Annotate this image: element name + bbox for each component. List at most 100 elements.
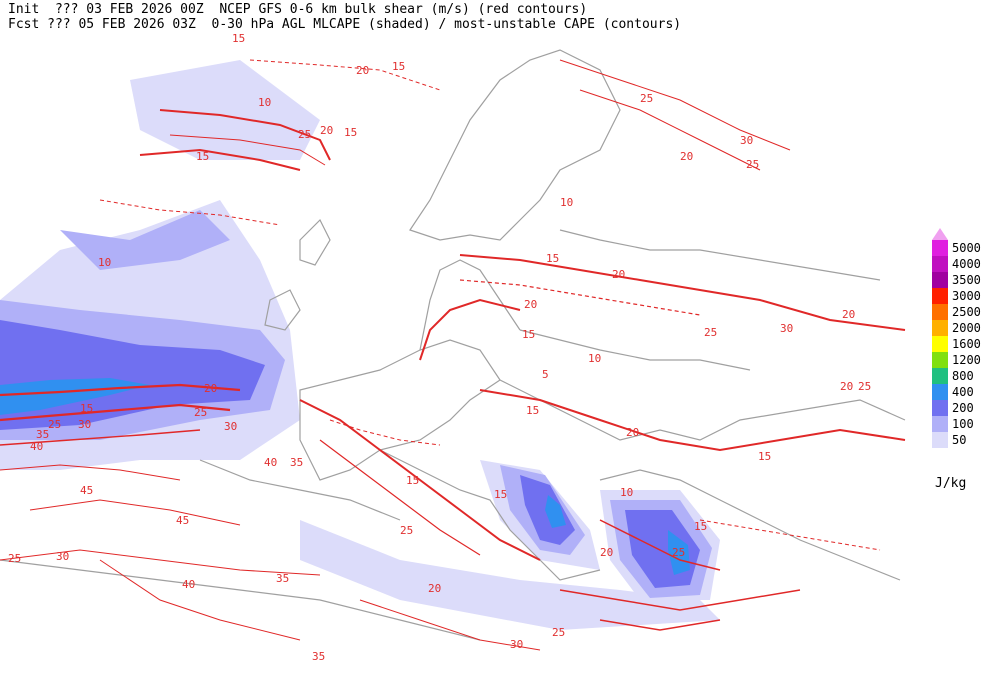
contour-label: 15 bbox=[546, 252, 559, 265]
contour-label: 35 bbox=[36, 428, 49, 441]
cape-area-light bbox=[300, 520, 720, 630]
legend-item: 800 bbox=[928, 368, 998, 384]
contour-label: 15 bbox=[522, 328, 535, 341]
legend-swatch bbox=[932, 400, 948, 416]
legend-item: 2000 bbox=[928, 320, 998, 336]
map-domain bbox=[0, 38, 910, 640]
header-line-forecast: Fcst ??? 05 FEB 2026 03Z 0-30 hPa AGL ML… bbox=[8, 17, 682, 32]
contour-label: 30 bbox=[56, 550, 69, 563]
contour-label: 20 bbox=[600, 546, 613, 559]
coastlines bbox=[0, 49, 906, 641]
contour-label: 25 bbox=[704, 326, 717, 339]
contour-labels: 15 20 15 10 25 20 15 25 20 30 25 20 15 1… bbox=[8, 32, 871, 663]
legend-swatch bbox=[932, 352, 948, 368]
legend-label: 2000 bbox=[952, 321, 981, 335]
legend-label: 50 bbox=[952, 433, 967, 447]
legend-swatch bbox=[932, 416, 948, 432]
contour-label: 10 bbox=[588, 352, 601, 365]
contour-label: 15 bbox=[80, 402, 93, 415]
contour-label: 15 bbox=[758, 450, 771, 463]
contour-label: 20 bbox=[840, 380, 853, 393]
contour-label: 40 bbox=[182, 578, 195, 591]
contour-label: 20 bbox=[626, 426, 639, 439]
legend-item: 400 bbox=[928, 384, 998, 400]
contour-label: 30 bbox=[224, 420, 237, 433]
legend-label: 1200 bbox=[952, 353, 981, 367]
contour-label: 45 bbox=[80, 484, 93, 497]
contour-label: 25 bbox=[640, 92, 653, 105]
shear-contours bbox=[0, 59, 906, 651]
legend-label: 4000 bbox=[952, 257, 981, 271]
contour-label: 25 bbox=[298, 128, 311, 141]
contour-label: 20 bbox=[320, 124, 333, 137]
legend-label: 3500 bbox=[952, 273, 981, 287]
legend-swatch bbox=[932, 240, 948, 256]
legend-item: 3500 bbox=[928, 272, 998, 288]
contour-label: 10 bbox=[560, 196, 573, 209]
legend-swatch bbox=[932, 336, 948, 352]
contour-label: 20 bbox=[680, 150, 693, 163]
contour-label: 20 bbox=[612, 268, 625, 281]
legend-item: 1600 bbox=[928, 336, 998, 352]
legend-label: 400 bbox=[952, 385, 974, 399]
contour-label: 25 bbox=[552, 626, 565, 639]
legend-swatch bbox=[932, 320, 948, 336]
contour-label: 40 bbox=[30, 440, 43, 453]
legend-item: 100 bbox=[928, 416, 998, 432]
cape-shading bbox=[0, 60, 720, 630]
legend-swatch bbox=[932, 272, 948, 288]
contour-label: 20 bbox=[428, 582, 441, 595]
legend-item: 200 bbox=[928, 400, 998, 416]
cape-area-core bbox=[545, 495, 566, 528]
contour-label: 20 bbox=[356, 64, 369, 77]
contour-label: 45 bbox=[176, 514, 189, 527]
contour-label: 20 bbox=[842, 308, 855, 321]
cape-area-mid bbox=[60, 210, 230, 270]
legend-swatch bbox=[932, 384, 948, 400]
contour-label: 30 bbox=[78, 418, 91, 431]
legend-label: 3000 bbox=[952, 289, 981, 303]
legend-label: 100 bbox=[952, 417, 974, 431]
legend-label: 2500 bbox=[952, 305, 981, 319]
contour-label: 15 bbox=[694, 520, 707, 533]
contour-label: 25 bbox=[400, 524, 413, 537]
contour-label: 30 bbox=[510, 638, 523, 651]
cape-area-light bbox=[130, 60, 320, 160]
contour-label: 20 bbox=[524, 298, 537, 311]
contour-label: 15 bbox=[392, 60, 405, 73]
legend-swatch bbox=[932, 288, 948, 304]
contour-label: 15 bbox=[494, 488, 507, 501]
contour-label: 15 bbox=[526, 404, 539, 417]
contour-label: 15 bbox=[196, 150, 209, 163]
legend-label: 800 bbox=[952, 369, 974, 383]
cape-area-core bbox=[668, 530, 690, 575]
contour-label: 5 bbox=[542, 368, 549, 381]
legend-overflow-arrow bbox=[932, 228, 948, 240]
contour-label: 15 bbox=[406, 474, 419, 487]
contour-label: 25 bbox=[8, 552, 21, 565]
contour-label: 10 bbox=[98, 256, 111, 269]
header-line-init: Init ??? 03 FEB 2026 00Z NCEP GFS 0-6 km… bbox=[8, 2, 588, 17]
contour-label: 10 bbox=[620, 486, 633, 499]
legend-label: 200 bbox=[952, 401, 974, 415]
contour-label: 25 bbox=[672, 546, 685, 559]
contour-label: 25 bbox=[858, 380, 871, 393]
contour-label: 25 bbox=[194, 406, 207, 419]
contour-label: 30 bbox=[780, 322, 793, 335]
contour-label: 25 bbox=[48, 418, 61, 431]
legend-swatch bbox=[932, 432, 948, 448]
legend-item: 4000 bbox=[928, 256, 998, 272]
contour-label: 35 bbox=[276, 572, 289, 585]
legend-label: 5000 bbox=[952, 241, 981, 255]
legend-swatch bbox=[932, 256, 948, 272]
legend-units: J/kg bbox=[935, 476, 967, 491]
contour-label: 25 bbox=[746, 158, 759, 171]
legend-item: 1200 bbox=[928, 352, 998, 368]
contour-label: 35 bbox=[290, 456, 303, 469]
legend-item: 50 bbox=[928, 432, 998, 448]
legend-item: 5000 bbox=[928, 240, 998, 256]
legend-swatch bbox=[932, 304, 948, 320]
legend-item: 3000 bbox=[928, 288, 998, 304]
legend-swatch bbox=[932, 368, 948, 384]
legend-label: 1600 bbox=[952, 337, 981, 351]
